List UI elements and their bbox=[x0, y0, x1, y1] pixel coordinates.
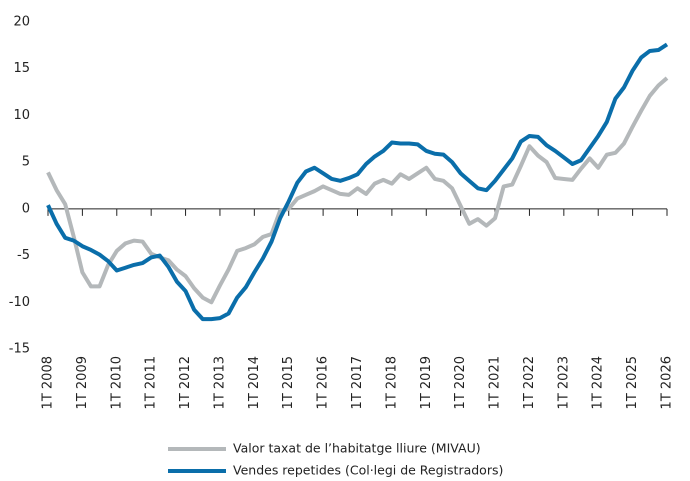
x-tick-label: 1T 2015 bbox=[281, 356, 296, 409]
x-tick-label: 1T 2022 bbox=[522, 356, 537, 409]
x-tick-label: 1T 2016 bbox=[316, 356, 331, 409]
x-tick-label: 1T 2014 bbox=[247, 356, 262, 409]
y-tick-label: -10 bbox=[9, 295, 30, 310]
series-line bbox=[46, 42, 669, 322]
y-tick-label: 15 bbox=[13, 61, 30, 76]
x-tick-label: 1T 2012 bbox=[178, 356, 193, 409]
y-tick-label: 20 bbox=[13, 15, 30, 30]
y-tick-label: -5 bbox=[17, 248, 30, 263]
x-tick-label: 1T 2017 bbox=[350, 356, 365, 409]
x-tick-label: 1T 2008 bbox=[41, 356, 56, 409]
y-tick-label: 0 bbox=[22, 201, 30, 216]
x-tick-label: 1T 2019 bbox=[419, 356, 434, 409]
y-tick-label: 10 bbox=[13, 108, 30, 123]
x-tick-label: 1T 2011 bbox=[144, 356, 159, 409]
legend-label: Vendes repetides (Col·legi de Registrado… bbox=[233, 463, 503, 478]
x-tick-label: 1T 2013 bbox=[212, 356, 227, 409]
x-tick-label: 1T 2018 bbox=[384, 356, 399, 409]
x-tick-label: 1T 2025 bbox=[625, 356, 640, 409]
series-line bbox=[46, 76, 669, 305]
x-tick-label: 1T 2026 bbox=[660, 356, 675, 409]
y-tick-label: 5 bbox=[22, 155, 30, 170]
x-tick-label: 1T 2023 bbox=[556, 356, 571, 409]
x-tick-label: 1T 2020 bbox=[453, 356, 468, 409]
y-tick-label: -15 bbox=[9, 342, 30, 357]
x-tick-label: 1T 2024 bbox=[591, 356, 606, 409]
x-tick-label: 1T 2021 bbox=[488, 356, 503, 409]
legend-label: Valor taxat de l’habitatge lliure (MIVAU… bbox=[233, 441, 481, 456]
x-tick-label: 1T 2010 bbox=[109, 356, 124, 409]
x-tick-label: 1T 2009 bbox=[75, 356, 90, 409]
